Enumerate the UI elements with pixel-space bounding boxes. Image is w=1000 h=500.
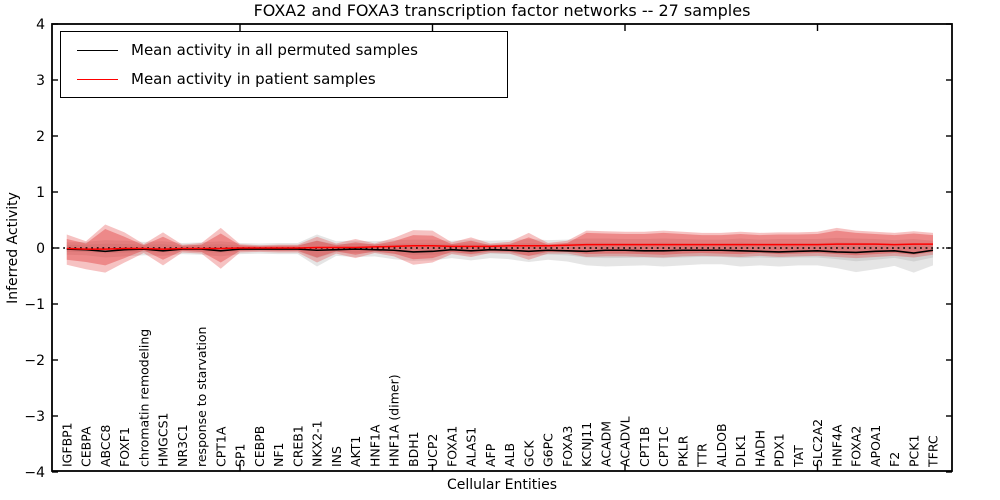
legend-label-patient: Mean activity in patient samples <box>131 70 376 88</box>
x-axis-label: Cellular Entities <box>446 477 558 493</box>
patient-band-outer <box>66 224 933 273</box>
x-category-label: response to starvation <box>194 327 209 468</box>
y-tick-label: 1 <box>36 185 45 201</box>
x-category-label: UCP2 <box>425 434 440 467</box>
x-category-label: ALDOB <box>714 423 729 467</box>
x-category-label: FOXA1 <box>444 426 459 467</box>
x-category-label: CREB1 <box>290 425 305 467</box>
permuted-band-inner <box>66 240 933 262</box>
legend-box: Mean activity in all permuted samples Me… <box>60 31 508 98</box>
chart-title: FOXA2 and FOXA3 transcription factor net… <box>253 1 751 20</box>
x-category-label: HNF1A (dimer) <box>387 374 402 467</box>
x-category-label: AFP <box>483 443 498 467</box>
x-category-label: ALB <box>502 443 517 467</box>
x-category-label: ACADM <box>598 421 613 467</box>
x-category-label: CPT1A <box>213 426 228 467</box>
patient-mean-line <box>66 243 933 250</box>
y-tick-label: 3 <box>36 73 45 89</box>
x-category-label: HMGCS1 <box>156 413 171 468</box>
x-category-label: TFRC <box>926 435 941 468</box>
x-category-label: ABCC8 <box>98 425 113 467</box>
y-tick-label: 4 <box>36 17 45 33</box>
y-tick-label: 2 <box>36 129 45 145</box>
x-category-label: NKX2-1 <box>310 420 325 467</box>
x-category-label: chromatin remodeling <box>136 329 151 467</box>
x-category-label: TTR <box>695 443 710 468</box>
x-category-label: BDH1 <box>406 431 421 467</box>
x-category-label: SLC2A2 <box>810 419 825 467</box>
x-category-label: ALAS1 <box>464 427 479 467</box>
x-category-label: HNF4A <box>829 424 844 467</box>
x-category-label: HADH <box>752 430 767 467</box>
x-category-label: CEBPB <box>252 426 267 467</box>
x-category-label: CEBPA <box>79 426 94 467</box>
x-category-label: TAT <box>791 445 806 468</box>
x-category-label: NR3C1 <box>175 424 190 467</box>
legend-label-permuted: Mean activity in all permuted samples <box>131 41 418 59</box>
y-tick-label: −3 <box>24 409 45 425</box>
x-category-label: CPT1C <box>656 426 671 467</box>
x-category-label: FOXF1 <box>117 427 132 467</box>
patient-band-inner <box>66 228 933 266</box>
x-category-label: SP1 <box>233 444 248 467</box>
x-category-label: IGFBP1 <box>59 422 74 467</box>
x-category-label: GCK <box>521 440 536 467</box>
x-category-label: HNF1A <box>367 424 382 467</box>
legend-item-patient: Mean activity in patient samples <box>61 68 507 90</box>
x-category-label: DLK1 <box>733 434 748 467</box>
y-tick-label: −4 <box>24 465 45 481</box>
patient-line-swatch <box>77 78 118 80</box>
x-category-label: FOXA3 <box>560 426 575 467</box>
x-category-label: FOXA2 <box>849 426 864 467</box>
x-category-label: F2 <box>887 452 902 467</box>
y-tick-label: −2 <box>24 353 45 369</box>
permuted-line-swatch <box>77 49 118 51</box>
x-category-label: CPT1B <box>637 427 652 467</box>
x-category-label: NF1 <box>271 443 286 468</box>
permuted-mean-line <box>66 248 934 254</box>
x-category-label: APOA1 <box>868 425 883 467</box>
legend-item-permuted: Mean activity in all permuted samples <box>61 39 507 61</box>
x-category-label: AKT1 <box>348 436 363 467</box>
x-category-label: PKLR <box>675 435 690 467</box>
x-category-label: PDX1 <box>772 433 787 467</box>
y-tick-label: 0 <box>36 241 45 257</box>
x-category-label: ACADVL <box>618 416 633 467</box>
x-category-label: PCK1 <box>906 435 921 467</box>
x-category-label: INS <box>329 446 344 467</box>
x-category-label: G6PC <box>541 433 556 467</box>
x-category-label: KCNJ11 <box>579 422 594 467</box>
y-tick-label: −1 <box>24 297 45 313</box>
